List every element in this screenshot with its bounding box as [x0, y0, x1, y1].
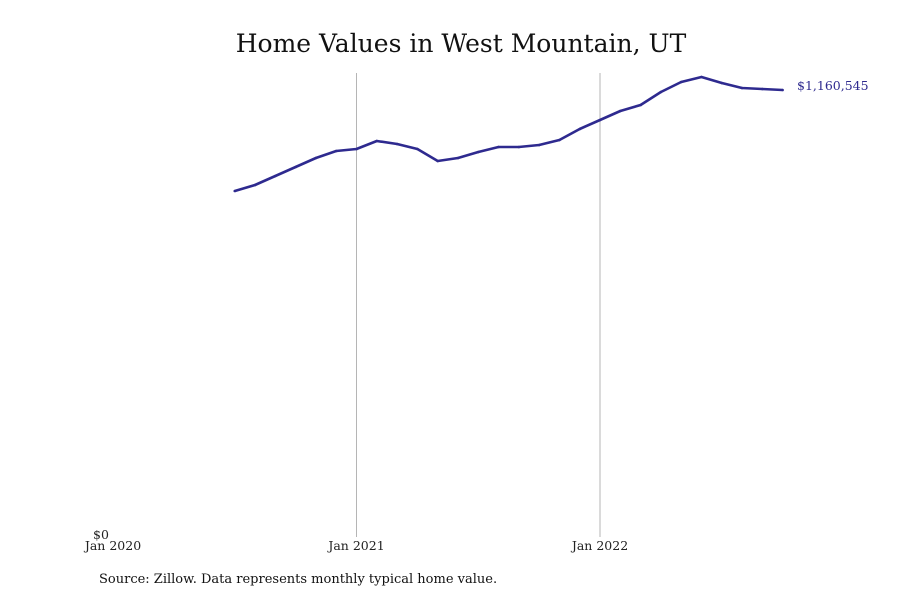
x-tick-label: Jan 2022	[570, 538, 628, 553]
data-point	[375, 139, 379, 143]
data-point	[436, 159, 439, 163]
chart-title: Home Values in West Mountain, UT	[236, 29, 687, 58]
series-line	[234, 75, 783, 193]
data-point	[395, 142, 399, 146]
data-point	[334, 149, 338, 153]
data-point	[456, 156, 460, 160]
data-point	[659, 90, 663, 94]
data-point	[537, 143, 541, 147]
data-point	[781, 88, 784, 92]
data-point	[578, 127, 582, 131]
data-point	[517, 145, 521, 149]
x-tick-label: Jan 2021	[326, 538, 384, 553]
data-point	[294, 165, 297, 169]
data-point	[618, 109, 622, 113]
data-point	[253, 183, 257, 187]
data-point	[355, 147, 358, 151]
x-tick-label: Jan 2020	[83, 538, 141, 553]
data-point	[416, 147, 419, 151]
data-point	[639, 103, 642, 107]
data-point	[476, 150, 480, 154]
data-point	[761, 87, 764, 91]
data-point	[720, 81, 724, 85]
data-point	[274, 174, 277, 178]
data-point	[558, 138, 561, 142]
data-point	[314, 156, 318, 160]
data-point	[679, 80, 683, 84]
end-value-label: $1,160,545	[797, 78, 869, 93]
data-point	[740, 86, 744, 90]
y-tick-label: $0	[93, 527, 109, 542]
data-point	[700, 75, 703, 79]
data-point	[598, 118, 602, 122]
data-point	[233, 189, 237, 193]
data-point	[497, 145, 500, 149]
source-note: Source: Zillow. Data represents monthly …	[99, 572, 498, 587]
